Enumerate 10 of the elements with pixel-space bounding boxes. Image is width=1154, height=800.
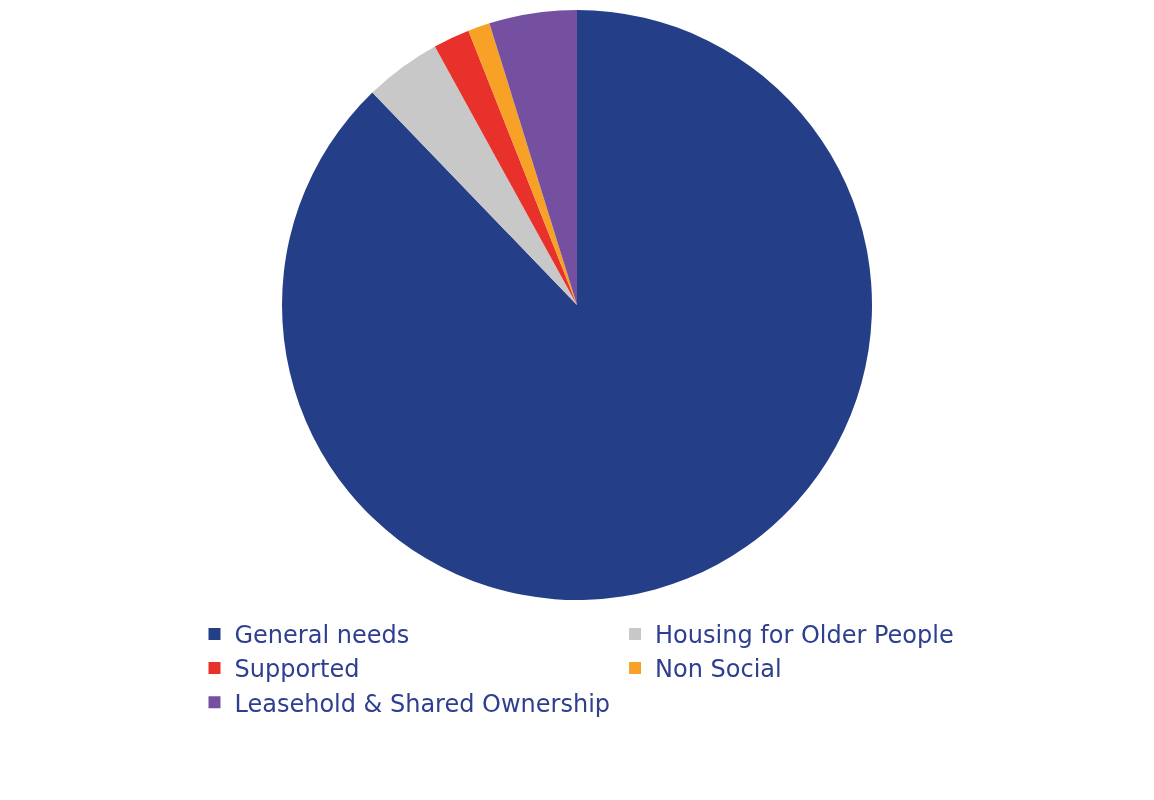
pie-slice: [282, 10, 872, 600]
legend-label: Supported: [234, 655, 360, 684]
pie-slice: [372, 46, 577, 305]
legend-label: General needs: [234, 621, 410, 650]
legend-label: Non Social: [655, 655, 782, 684]
legend-label: Leasehold & Shared Ownership: [234, 689, 611, 718]
pie-slice: [489, 10, 577, 305]
pie-slice: [468, 23, 577, 305]
legend-label: Housing for Older People: [655, 621, 954, 650]
pie-slice: [434, 30, 577, 305]
